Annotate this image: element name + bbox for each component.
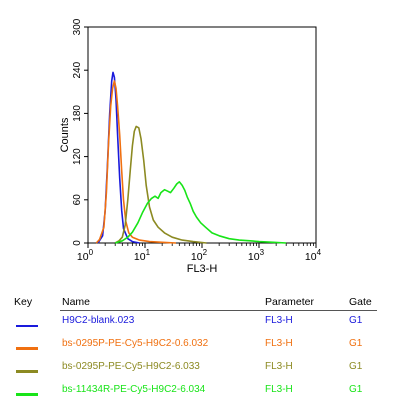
legend-gate: G1	[349, 315, 363, 326]
x-tick-label: 103	[248, 248, 265, 263]
series-line-3	[114, 125, 207, 244]
y-tick-label: 60	[72, 194, 83, 206]
legend-swatch	[16, 325, 38, 327]
y-tick-label: 180	[72, 105, 83, 122]
name-header: Name	[62, 296, 91, 308]
legend-swatch	[16, 393, 38, 396]
legend-name: H9C2-blank.023	[62, 315, 135, 326]
legend-name: bs-11434R-PE-Cy5-H9C2-6.034	[62, 384, 206, 395]
legend-row: bs-11434R-PE-Cy5-H9C2-6.034 FL3-H G1	[0, 382, 400, 404]
legend-parameter: FL3-H	[265, 361, 293, 372]
y-axis-label: Counts	[59, 117, 71, 152]
legend-swatch	[16, 370, 38, 373]
series-line-4	[114, 181, 287, 244]
legend-parameter: FL3-H	[265, 384, 293, 395]
legend-name: bs-0295P-PE-Cy5-H9C2-6.033	[62, 361, 200, 372]
y-tick-label: 120	[72, 148, 83, 165]
gate-header: Gate	[349, 296, 372, 308]
legend-parameter: FL3-H	[265, 315, 293, 326]
x-axis-label: FL3-H	[187, 263, 218, 275]
header-divider	[60, 310, 377, 311]
y-tick-label: 0	[72, 240, 83, 246]
legend-row: bs-0295P-PE-Cy5-H9C2-0.6.032 FL3-H G1	[0, 336, 400, 358]
histogram-chart: 0 60 120 180 240 300 100 101 102 103 104 Counts FL…	[59, 18, 322, 275]
parameter-header: Parameter	[265, 296, 315, 308]
x-tick-label: 100	[77, 248, 94, 263]
x-tick-label: 101	[134, 248, 151, 263]
legend-gate: G1	[349, 384, 363, 395]
legend-parameter: FL3-H	[265, 338, 293, 349]
y-tick-label: 300	[72, 18, 83, 35]
legend-gate: G1	[349, 338, 363, 349]
legend-row: H9C2-blank.023 FL3-H G1	[0, 313, 400, 335]
legend-gate: G1	[349, 361, 363, 372]
series-line-2	[95, 80, 177, 244]
legend-name: bs-0295P-PE-Cy5-H9C2-0.6.032	[62, 338, 209, 349]
y-tick-label: 240	[72, 61, 83, 78]
x-tick-label: 102	[191, 248, 208, 263]
legend-swatch	[16, 347, 38, 350]
key-header: Key	[14, 296, 33, 308]
legend-row: bs-0295P-PE-Cy5-H9C2-6.033 FL3-H G1	[0, 359, 400, 381]
legend-table: Key Name Parameter Gate H9C2-blank.023 F…	[0, 292, 400, 417]
x-tick-label: 104	[305, 248, 322, 263]
